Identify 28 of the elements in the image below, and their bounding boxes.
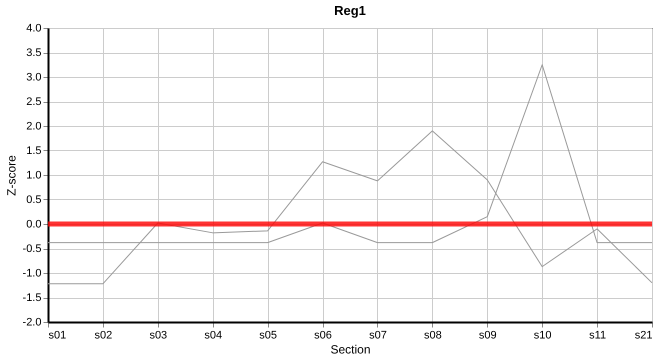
x-tick-label: s03: [149, 330, 168, 342]
y-tick-label: 1.0: [26, 170, 42, 182]
x-tick-label: s21: [634, 330, 652, 342]
y-tick-label: -2.0: [22, 316, 42, 328]
x-tick-label: s11: [589, 330, 606, 342]
y-tick-label: 4.0: [26, 22, 42, 34]
y-tick-label: -1.0: [22, 268, 42, 280]
chart-title: Reg1: [334, 3, 366, 18]
x-tick-label: s08: [424, 330, 442, 342]
x-axis-title: Section: [330, 342, 371, 356]
y-tick-label: 3.5: [26, 47, 42, 59]
x-tick-label: s01: [48, 330, 66, 342]
y-tick-label: 0.5: [26, 194, 42, 206]
y-tick-label: 2.5: [26, 96, 42, 108]
y-tick-label: 1.5: [26, 145, 42, 157]
x-tick-label: s02: [94, 330, 112, 342]
x-tick-label: s09: [478, 330, 497, 342]
x-tick-label: s06: [314, 330, 332, 342]
y-tick-label: -1.5: [22, 292, 42, 304]
x-tick-label: s07: [369, 330, 387, 342]
y-tick-label: 2.0: [26, 120, 42, 132]
y-tick-label: 0.0: [26, 218, 42, 230]
x-tick-label: s04: [204, 330, 222, 342]
y-tick-label: -0.5: [22, 243, 42, 255]
x-tick-label: s10: [534, 330, 552, 342]
y-tick-label: 3.0: [26, 72, 42, 84]
y-axis-title: Z-score: [4, 154, 19, 196]
x-tick-label: s05: [259, 330, 278, 342]
